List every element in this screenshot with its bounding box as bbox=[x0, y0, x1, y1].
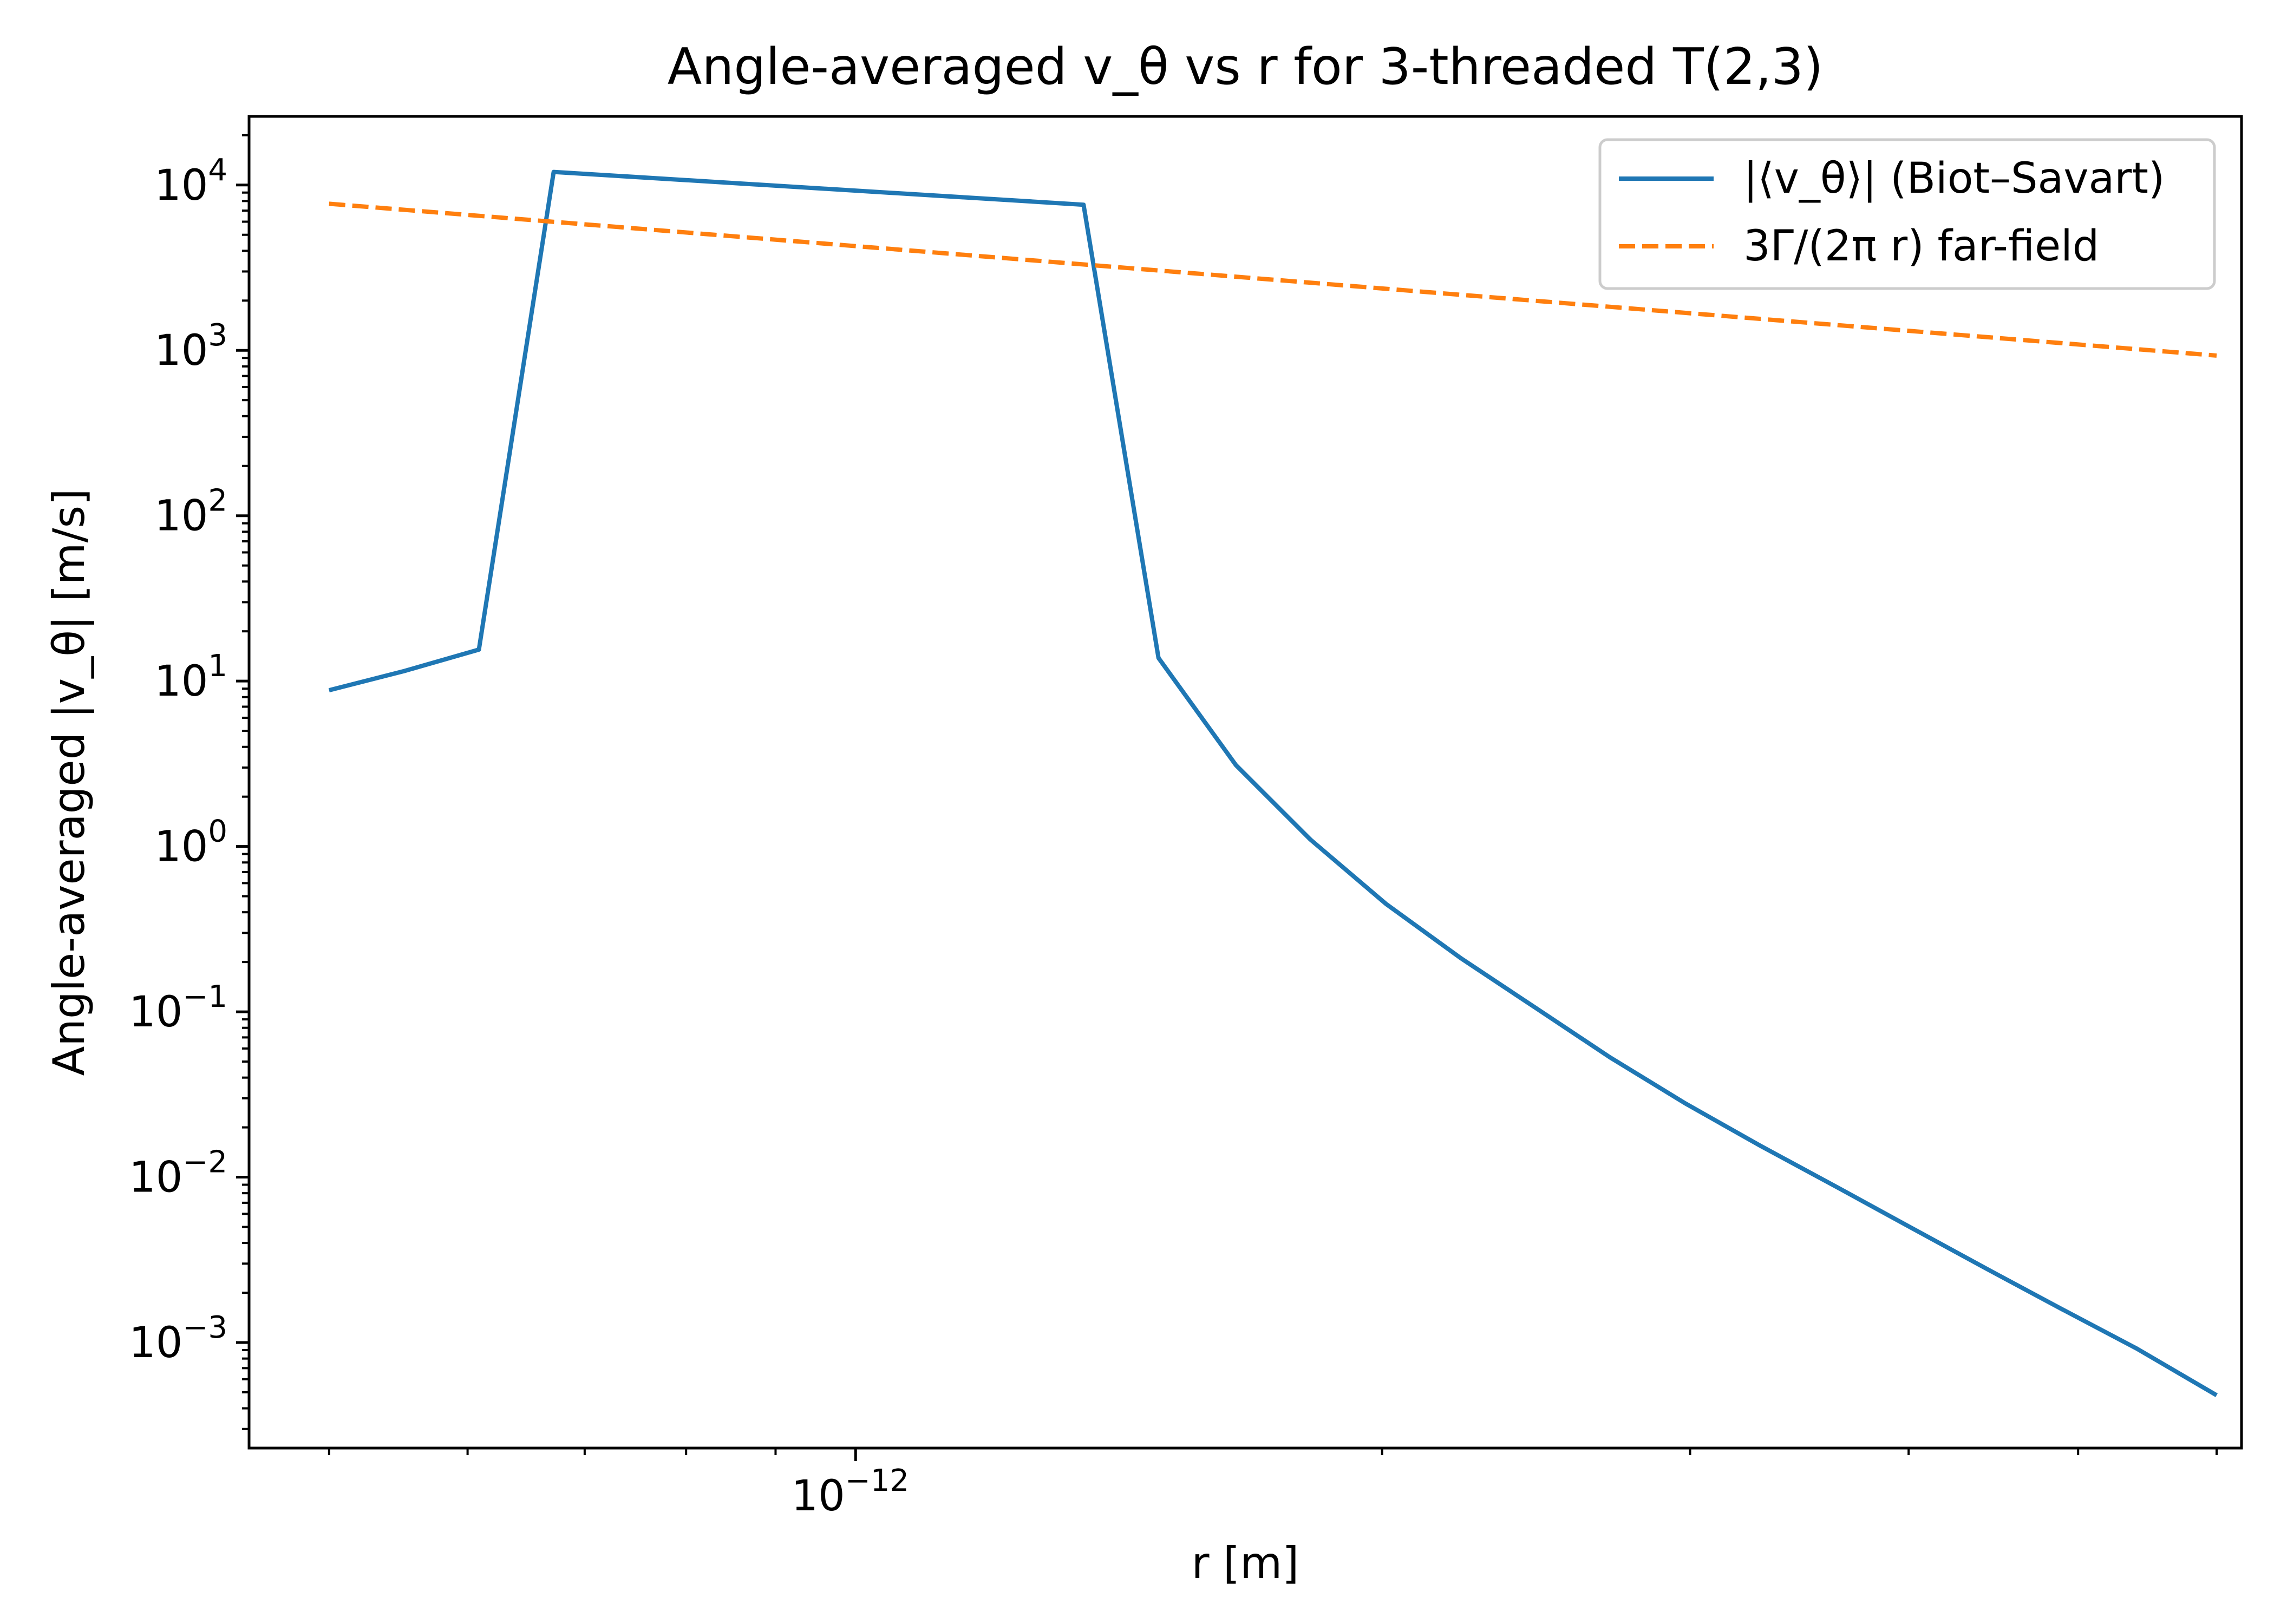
y-tick-label-5: 102 bbox=[154, 483, 227, 541]
y-tick-label-6: 103 bbox=[154, 318, 227, 375]
y-tick-label-3: 100 bbox=[154, 814, 227, 872]
legend-box bbox=[1598, 138, 2216, 290]
y-tick-label-2: 10−1 bbox=[129, 979, 227, 1037]
series-layer bbox=[328, 169, 2218, 1397]
legend-label-far-field: 3Γ/(2π r) far-field bbox=[1743, 222, 2099, 271]
y-tick-label-0: 10−3 bbox=[129, 1310, 227, 1367]
legend: |⟨v_θ⟩| (Biot–Savart) 3Γ/(2π r) far-fiel… bbox=[1598, 138, 2216, 290]
chart-title: Angle-averaged v_θ vs r for 3-threaded T… bbox=[668, 37, 1823, 96]
legend-label-biot-savart: |⟨v_θ⟩| (Biot–Savart) bbox=[1743, 154, 2165, 203]
y-tick-label-1: 10−2 bbox=[129, 1145, 227, 1202]
y-tick-label-4: 101 bbox=[154, 649, 227, 706]
x-axis-label: r [m] bbox=[1192, 1538, 1299, 1588]
series-line-0 bbox=[328, 169, 2218, 1397]
plot-frame bbox=[247, 115, 2243, 1450]
plot-area: 10−3 10−2 10−1 100 101 102 103 104 10−12 bbox=[129, 115, 2243, 1521]
x-tick-label-0: 10−12 bbox=[792, 1463, 909, 1521]
series-line-1 bbox=[329, 201, 2217, 358]
y-tick-label-7: 104 bbox=[154, 153, 227, 210]
y-axis: 10−3 10−2 10−1 100 101 102 103 104 bbox=[129, 134, 249, 1430]
y-axis-label: Angle-averaged |v_θ| [m/s] bbox=[44, 489, 95, 1076]
